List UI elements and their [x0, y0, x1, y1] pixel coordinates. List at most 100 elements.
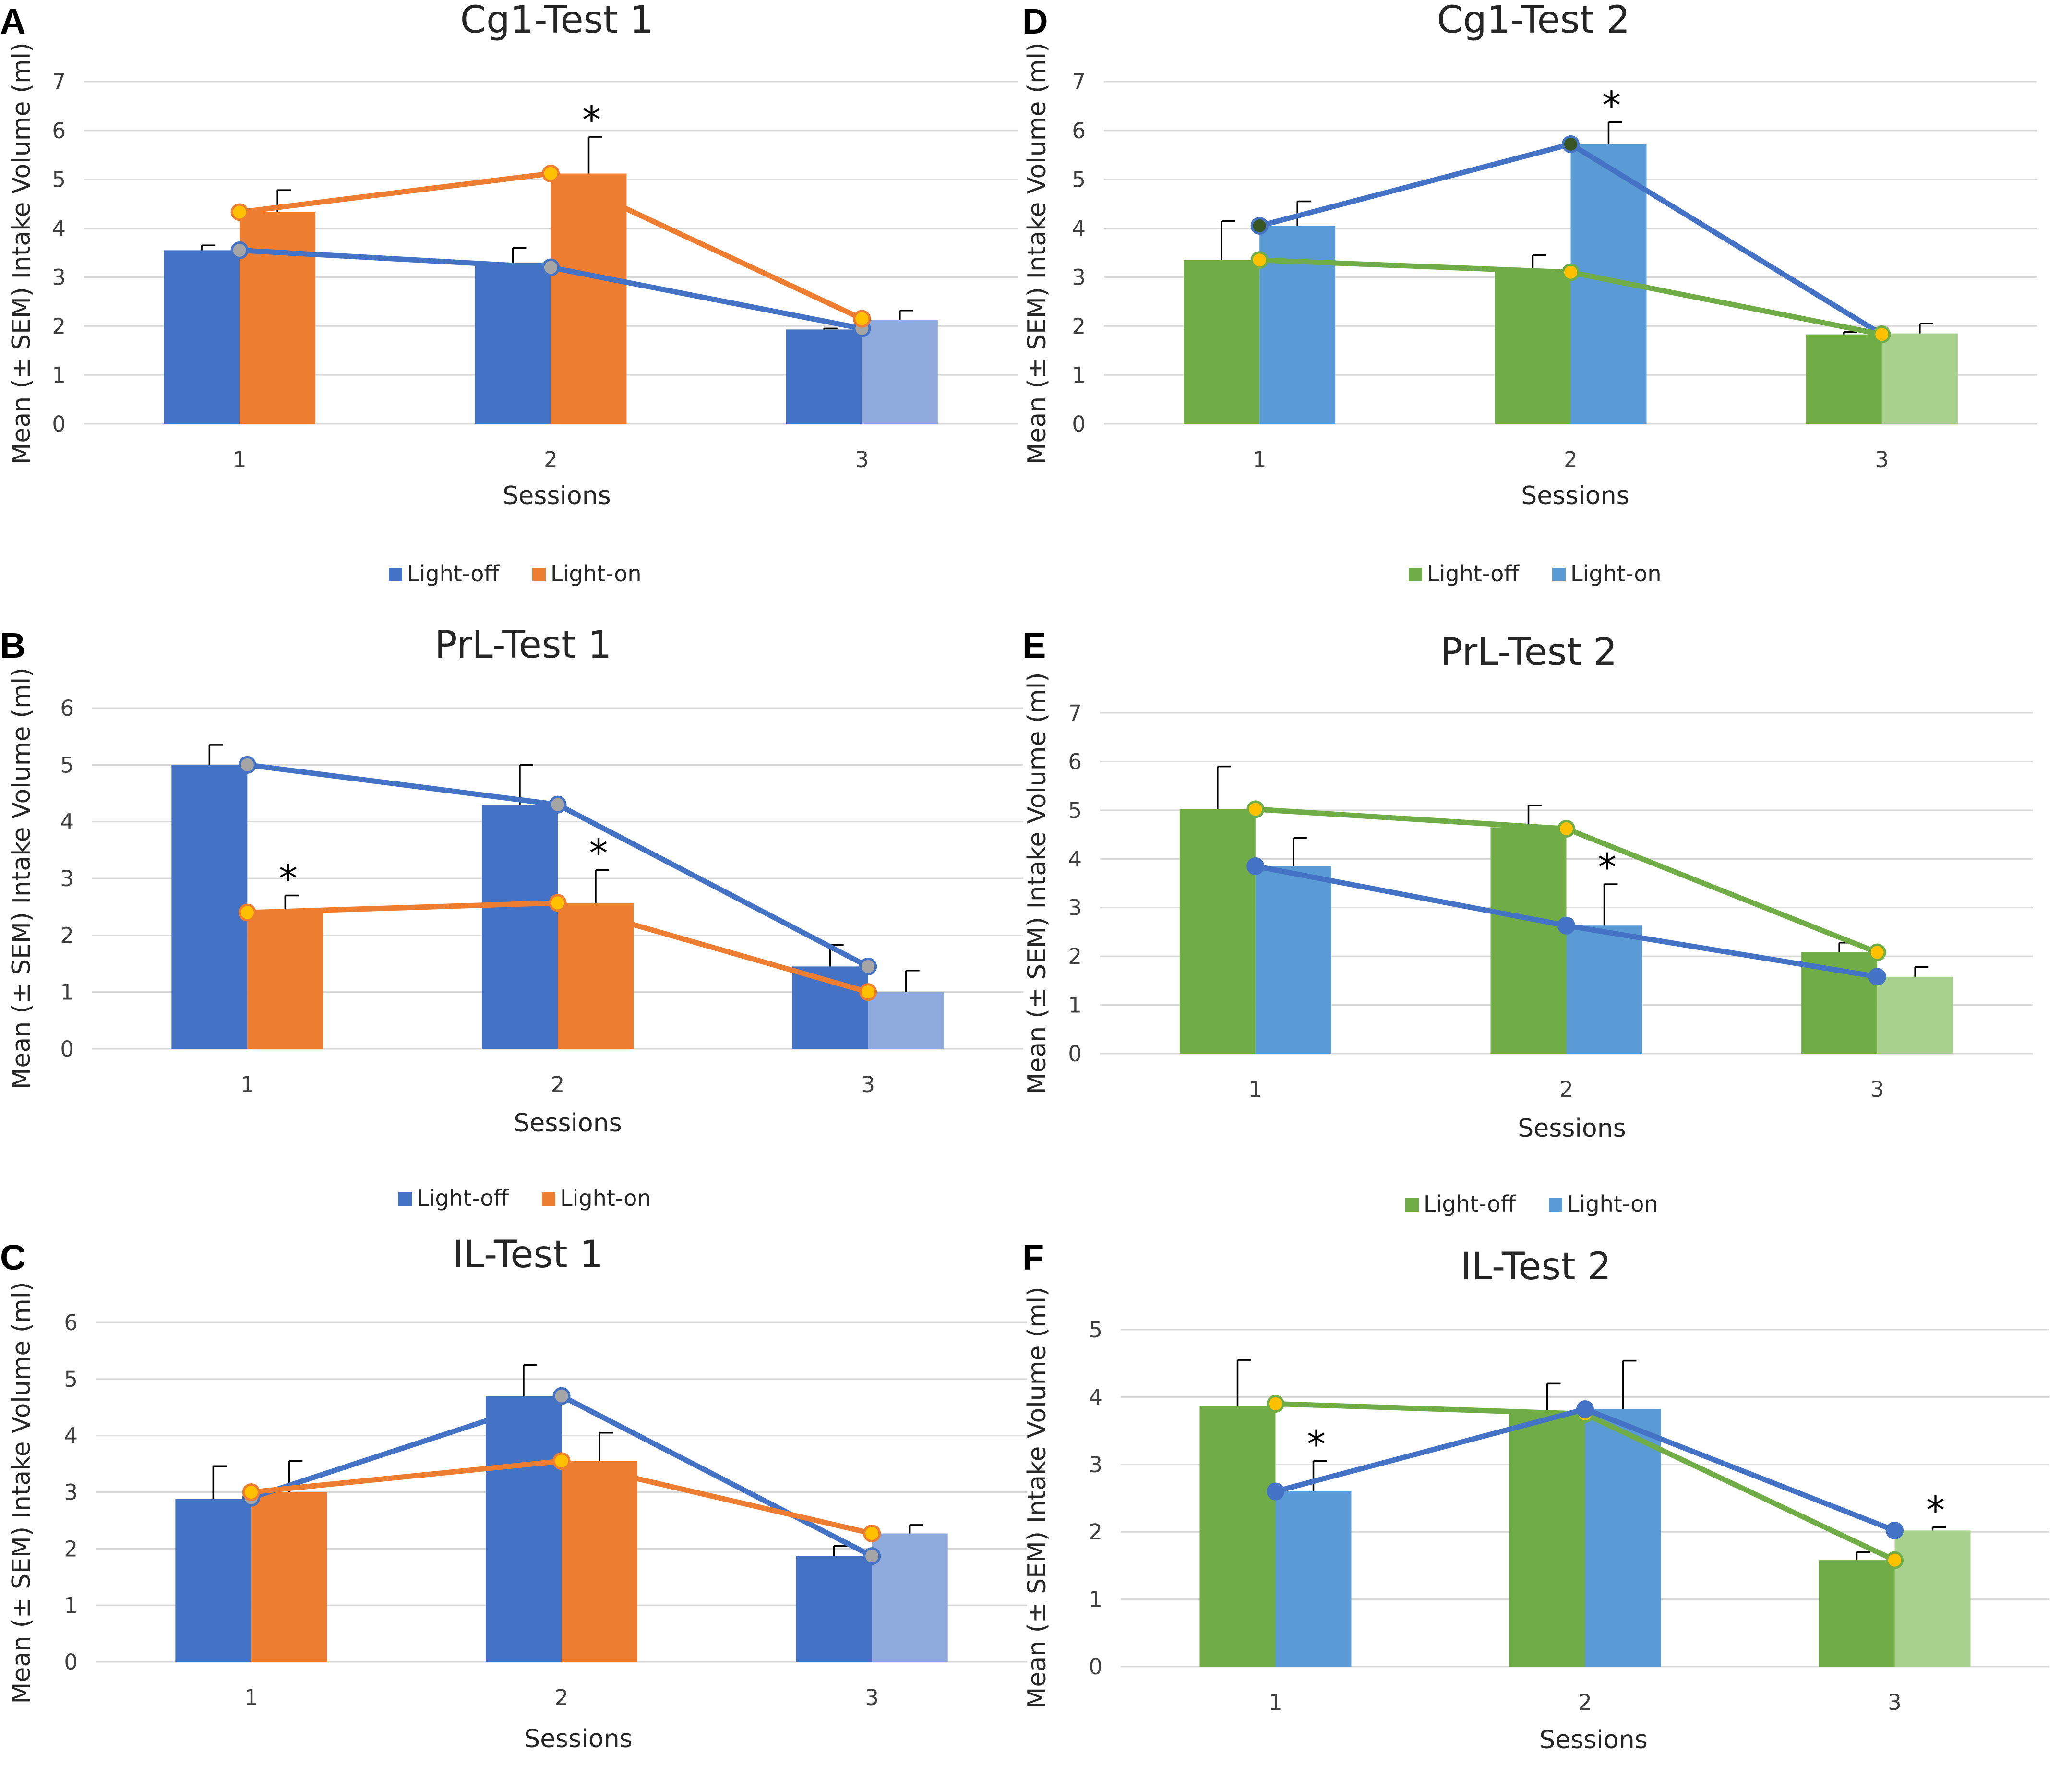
y-tick-label: 6 [1068, 749, 1082, 774]
legend-label: Light-off [407, 561, 500, 587]
line-marker-light-on-session-1 [1267, 1482, 1284, 1501]
bar-light-off-session-3 [1819, 1560, 1895, 1667]
y-tick-label: 4 [1068, 846, 1082, 872]
line-marker-light-off-session-3 [863, 1547, 881, 1565]
y-tick-label: 5 [52, 167, 66, 192]
y-tick-label: 3 [64, 1480, 78, 1505]
y-tick-label: 1 [1068, 993, 1082, 1018]
y-tick-label: 0 [60, 1036, 74, 1062]
line-marker-light-on-session-3 [863, 1525, 881, 1543]
legend-swatch-light-off [398, 1192, 412, 1206]
chart-title: PrL-Test 2 [1440, 631, 1617, 674]
y-tick-label: 3 [1089, 1452, 1102, 1478]
line-marker-light-off-session-2 [1557, 819, 1575, 838]
y-tick-label: 3 [52, 264, 66, 290]
panel-letter: C [0, 1237, 25, 1277]
x-tick-label: 2 [1564, 447, 1578, 472]
significance-star: * [1307, 1423, 1326, 1466]
y-tick-label: 2 [52, 313, 66, 339]
bar-light-on-session-2 [562, 1461, 637, 1662]
line-marker-light-on-session-1 [1250, 216, 1269, 235]
y-tick-label: 2 [64, 1536, 78, 1562]
bar-light-off-session-1 [1199, 1406, 1276, 1667]
line-marker-light-on-session-2 [1576, 1400, 1594, 1418]
x-tick-label: 3 [1870, 1077, 1884, 1102]
bar-light-on-session-1 [240, 212, 316, 424]
bar-light-off-session-1 [171, 765, 248, 1049]
y-tick-label: 0 [64, 1649, 78, 1675]
y-tick-label: 7 [1068, 700, 1082, 726]
x-axis-title: Sessions [1518, 1114, 1626, 1143]
line-marker-light-off-session-3 [859, 957, 877, 975]
x-tick-label: 3 [1888, 1690, 1902, 1715]
x-axis-title: Sessions [514, 1109, 622, 1138]
legend-label: Light-on [560, 1185, 651, 1211]
y-tick-label: 5 [1072, 167, 1086, 192]
significance-star: * [1926, 1489, 1945, 1532]
bar-light-on-session-3 [872, 1533, 948, 1662]
x-tick-label: 3 [861, 1072, 875, 1097]
bar-light-on-session-3 [862, 320, 938, 424]
line-marker-light-off-session-2 [542, 258, 560, 276]
bar-light-on-session-3 [868, 992, 944, 1049]
panel-letter: D [1022, 1, 1048, 41]
significance-star: * [582, 99, 601, 142]
line-marker-light-off-session-2 [549, 795, 567, 814]
line-marker-light-on-session-3 [853, 310, 871, 328]
bar-light-on-session-3 [1881, 333, 1958, 424]
y-axis-title: Mean (± SEM) Intake Volume (ml) [7, 1282, 36, 1704]
line-marker-light-off-session-1 [230, 241, 249, 259]
panel-letter: E [1022, 625, 1046, 665]
panel-b: B PrL-Test 1 0 1 2 3 4 5 6 Mean (± SEM) Intake Vo… [0, 624, 1023, 1211]
panel-letter: A [0, 1, 25, 41]
bar-light-off-session-3 [1806, 334, 1882, 424]
line-marker-light-on-session-2 [542, 164, 560, 182]
y-tick-label: 3 [1072, 264, 1086, 290]
legend-swatch-light-on [1549, 1198, 1562, 1212]
x-tick-label: 1 [240, 1072, 254, 1097]
x-axis-title: Sessions [1539, 1726, 1648, 1754]
legend-label: Light-on [1570, 561, 1662, 587]
legend-label: Light-on [1567, 1191, 1658, 1217]
panel-a: A Cg1-Test 1 0 1 2 3 4 5 6 7 Mean (± SEM) Intake V… [0, 0, 1018, 587]
line-marker-light-off-session-2 [552, 1387, 571, 1405]
panel-d: D Cg1-Test 2 0 1 2 3 4 5 6 7 Mean (± SEM) Intake V… [1022, 0, 2037, 587]
y-tick-label: 2 [1089, 1519, 1102, 1545]
significance-star: * [279, 858, 298, 901]
line-marker-light-on-session-2 [1557, 916, 1575, 935]
y-tick-label: 7 [52, 69, 66, 95]
bar-light-off-session-2 [486, 1396, 562, 1662]
y-tick-label: 6 [1072, 118, 1086, 144]
chart-title: Cg1-Test 2 [1437, 0, 1630, 42]
x-tick-label: 2 [544, 447, 558, 472]
bar-light-off-session-2 [475, 262, 551, 424]
x-tick-label: 1 [1249, 1077, 1263, 1102]
y-tick-label: 4 [64, 1423, 78, 1449]
line-marker-light-on-session-2 [552, 1452, 571, 1470]
line-marker-light-off-session-3 [1886, 1551, 1904, 1569]
x-tick-label: 2 [555, 1685, 569, 1710]
y-axis-title: Mean (± SEM) Intake Volume (ml) [1023, 42, 1052, 464]
x-tick-label: 2 [1559, 1077, 1573, 1102]
bar-light-off-session-1 [1184, 260, 1260, 424]
y-tick-label: 3 [1068, 895, 1082, 921]
line-marker-light-on-session-1 [230, 203, 249, 221]
line-marker-light-on-session-3 [859, 983, 877, 1001]
legend-swatch-light-on [532, 568, 546, 581]
y-tick-label: 1 [1089, 1587, 1102, 1612]
panel-letter: F [1022, 1237, 1044, 1277]
y-tick-label: 0 [1089, 1654, 1102, 1680]
x-axis-title: Sessions [524, 1725, 633, 1754]
y-tick-label: 4 [60, 809, 74, 835]
bar-light-off-session-3 [796, 1556, 872, 1662]
legend-swatch-light-off [1409, 568, 1422, 581]
x-tick-label: 2 [1578, 1690, 1592, 1715]
y-tick-label: 1 [52, 362, 66, 388]
bar-light-on-session-1 [1275, 1491, 1352, 1667]
bar-light-on-session-1 [251, 1492, 327, 1662]
x-tick-label: 3 [1875, 447, 1889, 472]
x-tick-label: 1 [244, 1685, 258, 1710]
y-tick-label: 4 [1089, 1384, 1102, 1410]
x-tick-label: 1 [1253, 447, 1267, 472]
bar-light-on-session-2 [1585, 1409, 1661, 1667]
